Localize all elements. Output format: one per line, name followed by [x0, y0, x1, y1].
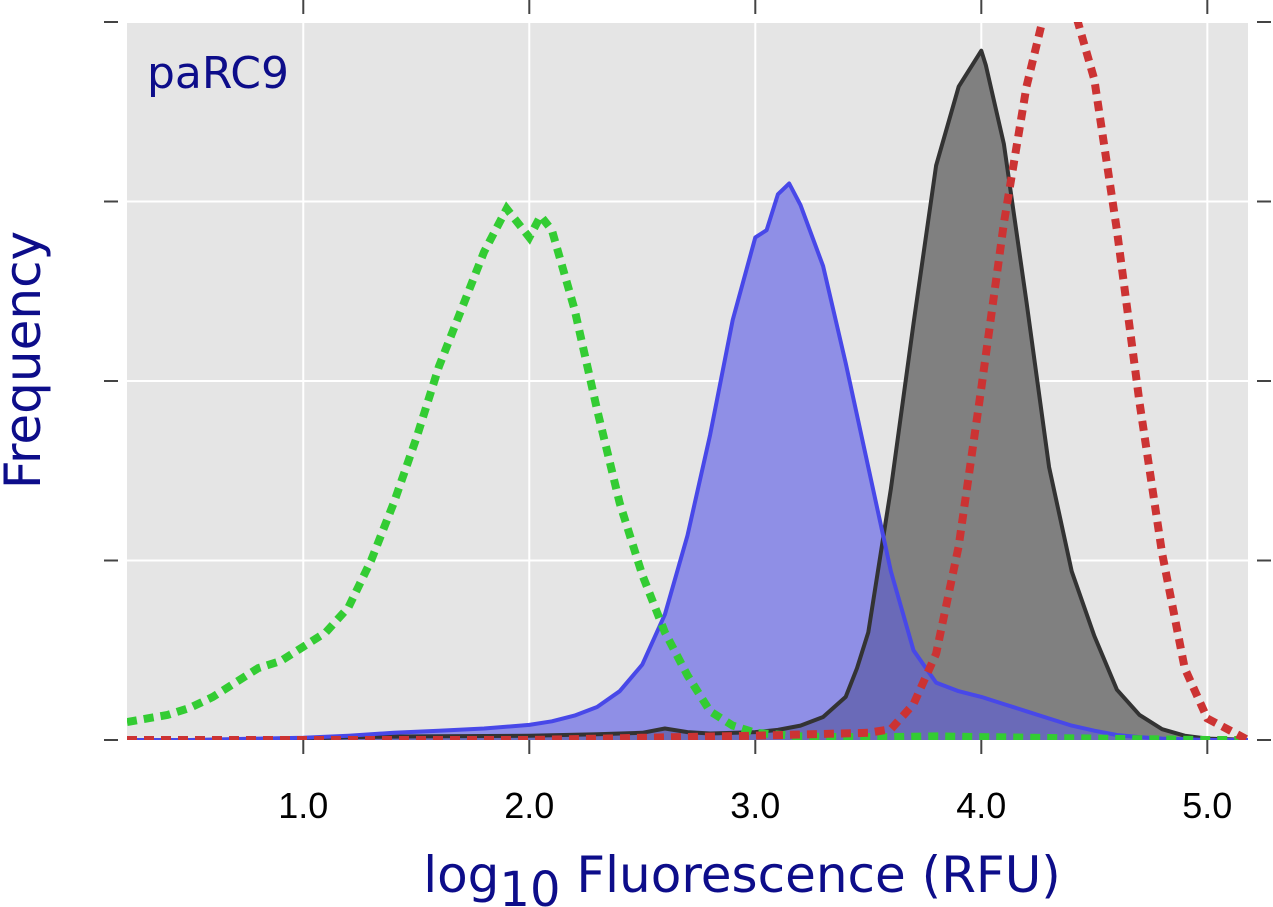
x-axis-title-log: log [423, 846, 499, 904]
blue-series-area [127, 183, 1248, 740]
panel-label: paRC9 [147, 48, 289, 99]
y-axis-title: Frequency [0, 231, 52, 489]
x-axis-title-rest: Fluorescence (RFU) [561, 846, 1061, 904]
x-tick-label-0: 1.0 [278, 785, 328, 826]
x-axis-title: log10 Fluorescence (RFU) [423, 846, 1061, 907]
x-tick-label-1: 2.0 [504, 785, 554, 826]
gray-series-line [127, 48, 1248, 740]
gray-series-area [127, 50, 1248, 740]
axes: 1.0 2.0 3.0 4.0 5.0 [104, 0, 1271, 826]
x-tick-label-4: 5.0 [1182, 785, 1232, 826]
x-tick-label-2: 3.0 [730, 785, 780, 826]
series-layer [127, 22, 1248, 740]
x-axis-title-subscript: 10 [499, 862, 560, 907]
x-tick-label-3: 4.0 [956, 785, 1006, 826]
blue-series-line [127, 181, 1248, 740]
